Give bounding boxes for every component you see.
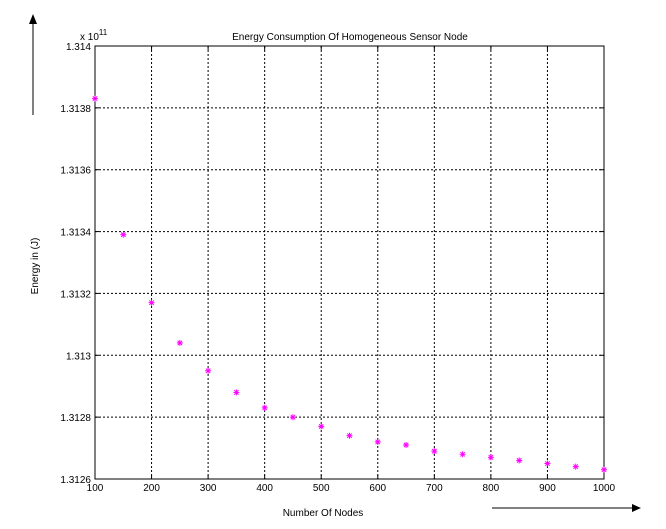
data-point (261, 404, 268, 411)
y-direction-arrow (29, 14, 37, 115)
data-point (176, 339, 183, 346)
x-tick-label: 300 (200, 483, 217, 494)
x-direction-arrow (492, 504, 641, 512)
data-point (148, 299, 155, 306)
data-point (544, 460, 551, 467)
y-tick-label: 1.313 (66, 351, 91, 362)
x-tick-label: 200 (143, 483, 160, 494)
x-tick-label: 100 (87, 483, 104, 494)
data-point (233, 389, 240, 396)
x-tick-label: 700 (426, 483, 443, 494)
data-point (289, 414, 296, 421)
x-tick-label: 500 (313, 483, 330, 494)
y-tick-label: 1.3134 (60, 228, 91, 239)
data-point (374, 438, 381, 445)
y-axis-exponent: x 1011 (80, 28, 108, 43)
data-markers (92, 95, 607, 473)
data-point (572, 463, 579, 470)
grid-lines (95, 46, 604, 479)
x-tick-label: 800 (483, 483, 500, 494)
data-point (431, 448, 438, 455)
data-point (516, 457, 523, 464)
data-point (601, 466, 607, 473)
y-axis-label: Energy in (J) (30, 238, 41, 295)
plot-area: 100 200 300 400 500 600 700 800 900 1000 1.31261.… (60, 42, 615, 494)
data-point (487, 454, 494, 461)
data-point (205, 367, 212, 374)
data-point (459, 451, 466, 458)
x-tick-label: 400 (256, 483, 273, 494)
data-point (92, 95, 98, 102)
x-axis-ticks: 100 200 300 400 500 600 700 800 900 1000 (87, 46, 616, 494)
data-point (346, 432, 353, 439)
x-tick-label: 1000 (593, 483, 616, 494)
y-tick-label: 1.3138 (60, 104, 91, 115)
y-tick-label: 1.3136 (60, 166, 91, 177)
x-tick-label: 900 (539, 483, 556, 494)
y-tick-label: 1.3126 (60, 475, 91, 486)
y-tick-label: 1.3128 (60, 413, 91, 424)
x-axis-label: Number Of Nodes (283, 508, 364, 519)
plot-frame (94, 45, 605, 480)
chart-title: Energy Consumption Of Homogeneous Sensor… (232, 32, 468, 43)
y-axis-exponent-power: 11 (99, 28, 108, 37)
x-tick-label: 600 (369, 483, 386, 494)
y-axis-ticks: 1.3126 1.3128 1.313 1.3132 1.3134 1.3136 1.313… (60, 42, 604, 486)
data-point (318, 423, 325, 430)
data-point (120, 231, 127, 238)
y-tick-label: 1.314 (66, 42, 91, 53)
y-axis-exponent-base: x 10 (80, 32, 99, 43)
data-point (403, 441, 410, 448)
y-tick-label: 1.3132 (60, 289, 91, 300)
